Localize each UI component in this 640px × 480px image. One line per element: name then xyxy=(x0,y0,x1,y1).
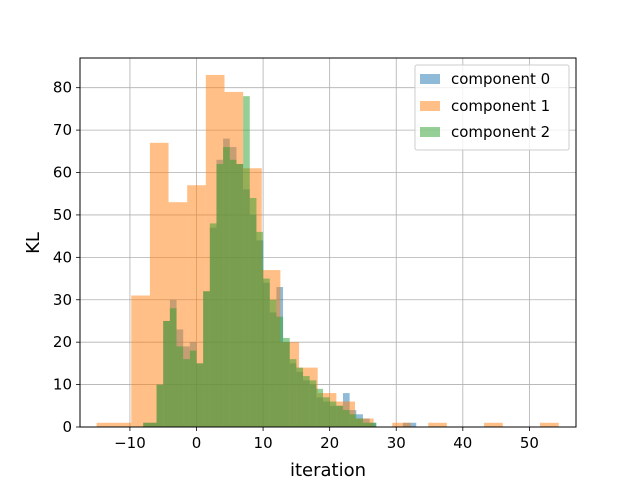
histogram-bar xyxy=(149,422,157,427)
histogram-bar xyxy=(289,359,297,427)
histogram-bar xyxy=(392,422,411,427)
histogram-bar xyxy=(316,388,324,427)
histogram-bar xyxy=(362,422,370,427)
histogram-bar xyxy=(283,337,290,427)
legend-label-component-1: component 1 xyxy=(451,97,550,115)
y-tick-label: 70 xyxy=(53,121,72,139)
x-axis-ticks: −10 0 10 20 30 40 50 xyxy=(114,427,539,452)
histogram-bar xyxy=(189,350,197,427)
histogram-bar xyxy=(236,164,244,427)
x-tick-label: 0 xyxy=(192,434,202,452)
histogram-bar xyxy=(323,397,330,427)
histogram-bar xyxy=(183,359,190,427)
histogram-bars xyxy=(96,74,559,428)
y-tick-label: 0 xyxy=(62,418,72,436)
histogram-bar xyxy=(349,414,357,427)
histogram-bar xyxy=(276,316,284,427)
histogram-bar xyxy=(223,147,230,427)
histogram-bar xyxy=(540,422,559,427)
histogram-bar xyxy=(329,401,337,427)
x-tick-label: 40 xyxy=(453,434,472,452)
histogram-bar xyxy=(143,422,150,427)
histogram-bar xyxy=(163,320,170,427)
histogram-bar xyxy=(96,422,132,427)
legend-swatch-component-0 xyxy=(420,74,440,84)
series-2-bars xyxy=(143,96,377,428)
y-tick-label: 80 xyxy=(53,79,72,97)
x-tick-label: 30 xyxy=(387,434,406,452)
legend-swatch-component-2 xyxy=(420,127,440,137)
legend-box xyxy=(414,64,570,151)
histogram-bar xyxy=(196,363,204,427)
legend-label-component-0: component 0 xyxy=(451,70,550,88)
y-tick-label: 30 xyxy=(53,291,72,309)
histogram-bar xyxy=(356,418,363,427)
histogram-bar xyxy=(428,422,447,427)
y-tick-label: 10 xyxy=(53,376,72,394)
y-axis-label: KL xyxy=(23,232,44,254)
histogram-bar xyxy=(243,96,250,427)
legend-swatch-component-1 xyxy=(420,101,440,111)
histogram-bar xyxy=(216,164,224,427)
histogram-bar xyxy=(256,231,264,427)
histogram-bar xyxy=(409,422,417,427)
histogram-bar xyxy=(484,422,503,427)
plot-area-frame xyxy=(79,57,577,428)
legend: component 0 component 1 component 2 xyxy=(414,64,570,151)
histogram-bar xyxy=(176,346,184,427)
y-tick-label: 50 xyxy=(53,206,72,224)
histogram-bar xyxy=(342,410,350,427)
histogram-bar xyxy=(131,295,150,427)
x-tick-label: 50 xyxy=(520,434,539,452)
legend-label-component-2: component 2 xyxy=(451,123,550,141)
x-axis-label: iteration xyxy=(290,460,366,480)
histogram-bar xyxy=(249,197,257,427)
histogram-bar xyxy=(229,159,237,428)
x-tick-label: 10 xyxy=(254,434,273,452)
histogram-bar xyxy=(296,367,304,427)
histogram-bar xyxy=(336,405,343,427)
histogram-bar xyxy=(169,308,177,427)
y-tick-label: 20 xyxy=(53,333,72,351)
histogram-bar xyxy=(263,278,270,427)
y-axis-ticks: 0 10 20 30 40 50 60 70 80 xyxy=(53,79,80,436)
histogram-bar xyxy=(369,422,377,427)
y-tick-label: 60 xyxy=(53,164,72,182)
x-tick-label: 20 xyxy=(320,434,339,452)
histogram-bar xyxy=(209,223,217,427)
histogram-bar xyxy=(203,291,210,427)
y-tick-label: 40 xyxy=(53,248,72,266)
histogram-bar xyxy=(309,380,317,427)
histogram-bar xyxy=(303,376,310,427)
histogram-bar xyxy=(156,384,164,427)
x-tick-label: −10 xyxy=(114,434,146,452)
histogram-bar xyxy=(269,299,277,427)
